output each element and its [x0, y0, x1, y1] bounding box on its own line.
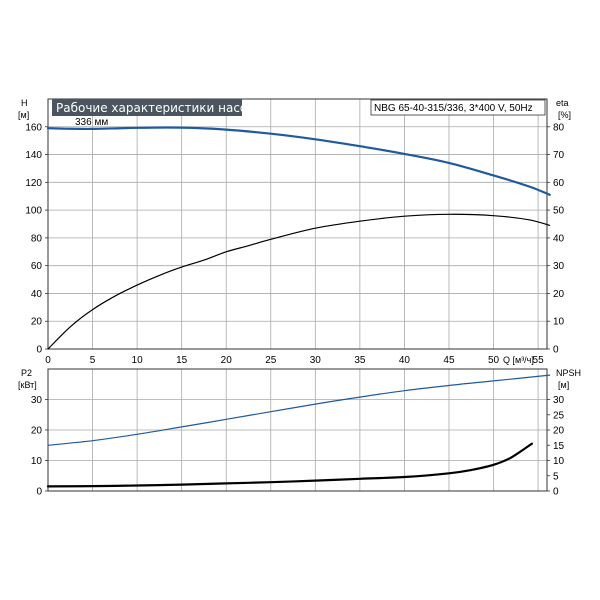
y-left-axis-unit: [м] — [18, 110, 29, 120]
x-tick-label: 10 — [132, 355, 144, 366]
upper-plot-panel: Рабочие характеристики насоса NBG 65-40-… — [18, 98, 571, 366]
x-tick-label: 55 — [533, 355, 545, 366]
chart-title-box — [52, 99, 242, 116]
curve-head — [46, 126, 551, 196]
upper-curves: 336 мм — [46, 117, 551, 350]
y-left-tick-label: 40 — [31, 289, 43, 300]
y-right-tick-label: 60 — [553, 178, 565, 189]
curve-label-head: 336 мм — [75, 117, 108, 128]
lower-tick-labels: 0 10 20 30 0 5 10 15 20 25 30 P2 [кВт] NPSH [м] — [18, 368, 581, 498]
y-left-axis-label: H — [21, 98, 28, 108]
y-right-tick-label: 50 — [553, 206, 565, 217]
x-tick-label: 25 — [265, 355, 277, 366]
y-right-tick-label: 70 — [553, 150, 565, 161]
y-left-axis-unit: [кВт] — [18, 380, 37, 390]
y-left-tick-label: 80 — [31, 233, 43, 244]
y-left-tick-label: 30 — [31, 395, 43, 406]
x-tick-label: 45 — [443, 355, 455, 366]
y-left-tick-label: 60 — [31, 261, 43, 272]
y-left-tick-label: 0 — [36, 345, 42, 356]
chart-title: Рабочие характеристики насоса — [56, 101, 261, 115]
y-right-axis-label: NPSH — [556, 368, 581, 378]
y-left-tick-label: 100 — [25, 206, 42, 217]
y-right-axis-unit: [%] — [558, 110, 571, 120]
y-right-tick-label: 30 — [553, 261, 565, 272]
curve-efficiency — [47, 213, 551, 350]
lower-curves — [46, 374, 551, 488]
curve-npsh — [46, 442, 533, 488]
x-tick-label: 50 — [488, 355, 500, 366]
y-left-tick-label: 20 — [31, 426, 43, 437]
x-tick-label: 5 — [90, 355, 96, 366]
y-right-axis-label: eta — [556, 98, 569, 108]
y-right-axis-unit: [м] — [558, 380, 569, 390]
y-left-tick-label: 160 — [25, 122, 42, 133]
upper-grid — [48, 99, 547, 349]
x-tick-label: 30 — [310, 355, 322, 366]
y-right-tick-label: 80 — [553, 122, 565, 133]
y-right-tick-label: 15 — [553, 441, 565, 452]
lower-grid — [48, 369, 547, 491]
x-tick-label: 0 — [45, 355, 51, 366]
y-right-tick-label: 5 — [553, 471, 559, 482]
y-right-tick-label: 10 — [553, 456, 565, 467]
x-tick-label: 15 — [176, 355, 188, 366]
y-right-tick-label: 10 — [553, 317, 565, 328]
y-left-axis-label: P2 — [21, 368, 32, 378]
y-right-tick-label: 0 — [553, 487, 559, 498]
y-right-tick-label: 40 — [553, 233, 565, 244]
y-right-tick-label: 0 — [553, 345, 559, 356]
model-box — [370, 99, 546, 116]
y-left-tick-label: 0 — [36, 487, 42, 498]
y-right-tick-label: 20 — [553, 289, 565, 300]
y-left-tick-label: 140 — [25, 150, 42, 161]
x-tick-label: 20 — [221, 355, 233, 366]
y-right-tick-label: 20 — [553, 426, 565, 437]
y-left-tick-label: 20 — [31, 317, 43, 328]
pump-model: NBG 65-40-315/336, 3*400 V, 50Hz — [374, 103, 533, 114]
x-tick-label: 40 — [399, 355, 411, 366]
x-tick-label: 35 — [354, 355, 366, 366]
y-right-tick-label: 25 — [553, 410, 565, 421]
curve-power — [47, 374, 551, 446]
y-left-tick-label: 10 — [31, 456, 43, 467]
lower-plot-panel: 0 10 20 30 0 5 10 15 20 25 30 P2 [кВт] NPSH [м] — [18, 368, 581, 498]
x-axis-label: Q [м³/ч] — [503, 355, 534, 365]
upper-tick-labels: 02040608010012014016001020304050607080H[… — [18, 98, 571, 366]
y-left-tick-label: 120 — [25, 178, 42, 189]
y-right-tick-label: 30 — [553, 395, 565, 406]
